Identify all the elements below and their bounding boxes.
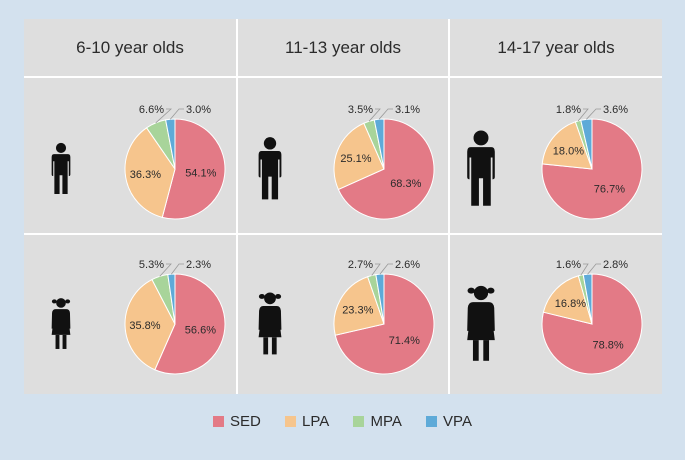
legend-item-sed: SED bbox=[213, 413, 261, 430]
pie-slice-sed bbox=[161, 118, 226, 220]
slice-label-mpa: 6.6% bbox=[139, 104, 164, 116]
slice-label-mpa: 1.6% bbox=[556, 259, 581, 271]
leader-line bbox=[368, 108, 381, 122]
pie-slice-vpa bbox=[165, 118, 176, 170]
legend-swatch-vpa bbox=[426, 416, 438, 427]
leader-line bbox=[159, 263, 172, 277]
column-header-11-13: 11-13 year olds bbox=[285, 38, 401, 57]
column-divider bbox=[236, 19, 238, 394]
slice-label-vpa: 3.6% bbox=[603, 104, 628, 116]
girl-figure-icon bbox=[467, 285, 495, 361]
slice-label-vpa: 3.1% bbox=[395, 104, 420, 116]
slice-label-mpa: 1.8% bbox=[556, 104, 581, 116]
pie-slice-lpa bbox=[333, 122, 385, 191]
slice-label-sed: 56.6% bbox=[185, 324, 216, 336]
slice-label-sed: 68.3% bbox=[390, 178, 421, 190]
legend-label-sed: SED bbox=[230, 413, 261, 430]
legend-item-vpa: VPA bbox=[426, 413, 472, 430]
boy-figure-icon bbox=[51, 142, 71, 194]
slice-label-lpa: 25.1% bbox=[340, 153, 371, 165]
slice-label-mpa: 3.5% bbox=[348, 104, 373, 116]
header-divider bbox=[24, 76, 662, 78]
boy-figure-icon bbox=[258, 137, 282, 200]
pie-chart-boys-0: 54.1% 36.3% 6.6% 3.0% bbox=[51, 104, 226, 220]
pie-slice-vpa bbox=[580, 118, 593, 170]
pie-slice-sed bbox=[154, 273, 226, 375]
pie-slice-lpa bbox=[542, 275, 593, 325]
girl-figure-icon bbox=[258, 292, 282, 355]
slice-label-sed: 78.8% bbox=[592, 339, 623, 351]
pie-slice-vpa bbox=[167, 273, 176, 325]
leader-line bbox=[155, 108, 173, 124]
leader-line bbox=[586, 108, 601, 120]
pie-slice-lpa bbox=[124, 278, 176, 371]
pie-slice-lpa bbox=[541, 121, 593, 170]
slice-label-sed: 54.1% bbox=[185, 167, 216, 179]
column-header-14-17: 14-17 year olds bbox=[497, 38, 615, 57]
pie-slice-sed bbox=[337, 118, 435, 220]
pie-chart-girls-1: 71.4% 23.3% 2.7% 2.6% bbox=[258, 259, 435, 375]
leader-line bbox=[580, 263, 589, 276]
column-header-6-10: 6-10 year olds bbox=[76, 38, 184, 57]
slice-label-sed: 76.7% bbox=[594, 183, 625, 195]
pie-chart-girls-0: 56.6% 35.8% 5.3% 2.3% bbox=[51, 259, 226, 375]
pie-slice-vpa bbox=[373, 118, 385, 170]
slice-label-mpa: 2.7% bbox=[348, 259, 373, 271]
girl-figure-icon bbox=[51, 298, 71, 349]
leader-line bbox=[171, 263, 184, 275]
legend-swatch-mpa bbox=[353, 416, 365, 427]
legend-swatch-sed bbox=[213, 416, 225, 427]
pie-slice-sed bbox=[541, 118, 643, 220]
legend-label-mpa: MPA bbox=[370, 413, 402, 430]
leader-line bbox=[577, 108, 589, 122]
legend: SED LPA MPA VPA bbox=[0, 413, 685, 430]
row-divider bbox=[24, 233, 662, 235]
column-divider bbox=[448, 19, 450, 394]
pie-slice-sed bbox=[334, 273, 435, 375]
pie-slice-lpa bbox=[333, 276, 385, 336]
slice-label-mpa: 5.3% bbox=[139, 259, 164, 271]
legend-label-vpa: VPA bbox=[443, 413, 472, 430]
legend-label-lpa: LPA bbox=[302, 413, 330, 430]
slice-label-vpa: 3.0% bbox=[186, 104, 211, 116]
pie-slice-lpa bbox=[124, 127, 176, 218]
slice-label-lpa: 35.8% bbox=[129, 320, 160, 332]
leader-line bbox=[587, 263, 601, 275]
legend-item-lpa: LPA bbox=[285, 413, 329, 430]
slice-label-sed: 71.4% bbox=[389, 335, 420, 347]
chart-panel: 6-10 year olds 11-13 year olds 14-17 yea… bbox=[24, 19, 662, 394]
slice-label-vpa: 2.3% bbox=[186, 259, 211, 271]
slice-label-lpa: 23.3% bbox=[342, 305, 373, 317]
legend-item-mpa: MPA bbox=[353, 413, 402, 430]
slice-label-vpa: 2.8% bbox=[603, 259, 628, 271]
slice-label-vpa: 2.6% bbox=[395, 259, 420, 271]
legend-swatch-lpa bbox=[285, 416, 297, 427]
boy-figure-icon bbox=[467, 130, 495, 206]
leader-line bbox=[169, 108, 184, 120]
pie-chart-boys-2: 76.7% 18.0% 1.8% 3.6% bbox=[467, 104, 643, 220]
slice-label-lpa: 18.0% bbox=[553, 145, 584, 157]
slice-label-lpa: 16.8% bbox=[555, 298, 586, 310]
pie-charts-svg: 54.1% 36.3% 6.6% 3.0% 68.3% 25.1% 3.5% 3.1% 76.7… bbox=[51, 104, 643, 375]
leader-line bbox=[378, 108, 393, 120]
leader-line bbox=[371, 263, 381, 276]
slice-label-lpa: 36.3% bbox=[130, 169, 161, 181]
leader-line bbox=[379, 263, 393, 275]
pie-chart-girls-2: 78.8% 16.8% 1.6% 2.8% bbox=[467, 259, 643, 375]
pie-slice-sed bbox=[541, 273, 643, 375]
pie-chart-boys-1: 68.3% 25.1% 3.5% 3.1% bbox=[258, 104, 435, 220]
